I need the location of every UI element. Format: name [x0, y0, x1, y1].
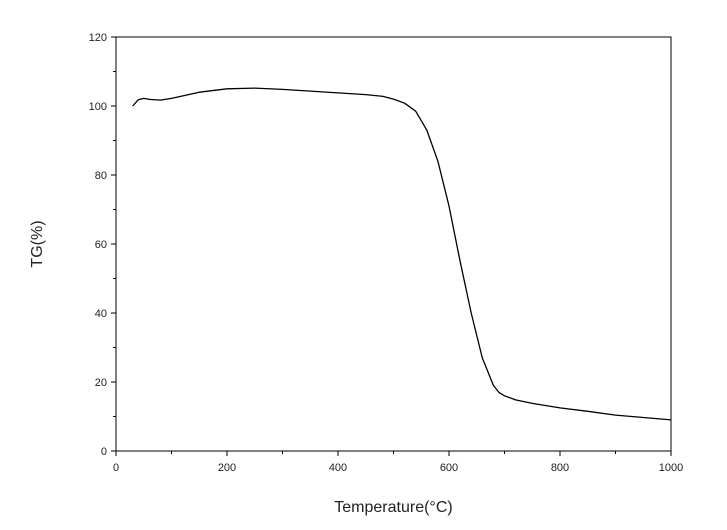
tg-curve [132, 87, 672, 421]
x-axis-label: Temperature(°C) [334, 499, 452, 516]
x-tick-label: 1000 [659, 462, 683, 474]
x-tick-label: 400 [329, 462, 347, 474]
y-axis-ticks: 0 20 40 60 80 100 120 [89, 32, 116, 458]
y-tick-label: 80 [95, 170, 107, 182]
x-tick-label: 0 [113, 462, 119, 474]
x-tick-label: 200 [218, 462, 236, 474]
x-axis-ticks: 0 200 400 600 800 1000 [113, 451, 683, 474]
y-tick-label: 20 [95, 377, 107, 389]
y-axis-label: TG(%) [29, 220, 46, 267]
y-tick-label: 0 [101, 446, 107, 458]
y-tick-label: 100 [89, 101, 107, 113]
y-tick-label: 40 [95, 308, 107, 320]
x-tick-label: 600 [440, 462, 458, 474]
y-tick-label: 60 [95, 239, 107, 251]
x-tick-label: 800 [551, 462, 569, 474]
y-tick-label: 120 [89, 32, 107, 44]
